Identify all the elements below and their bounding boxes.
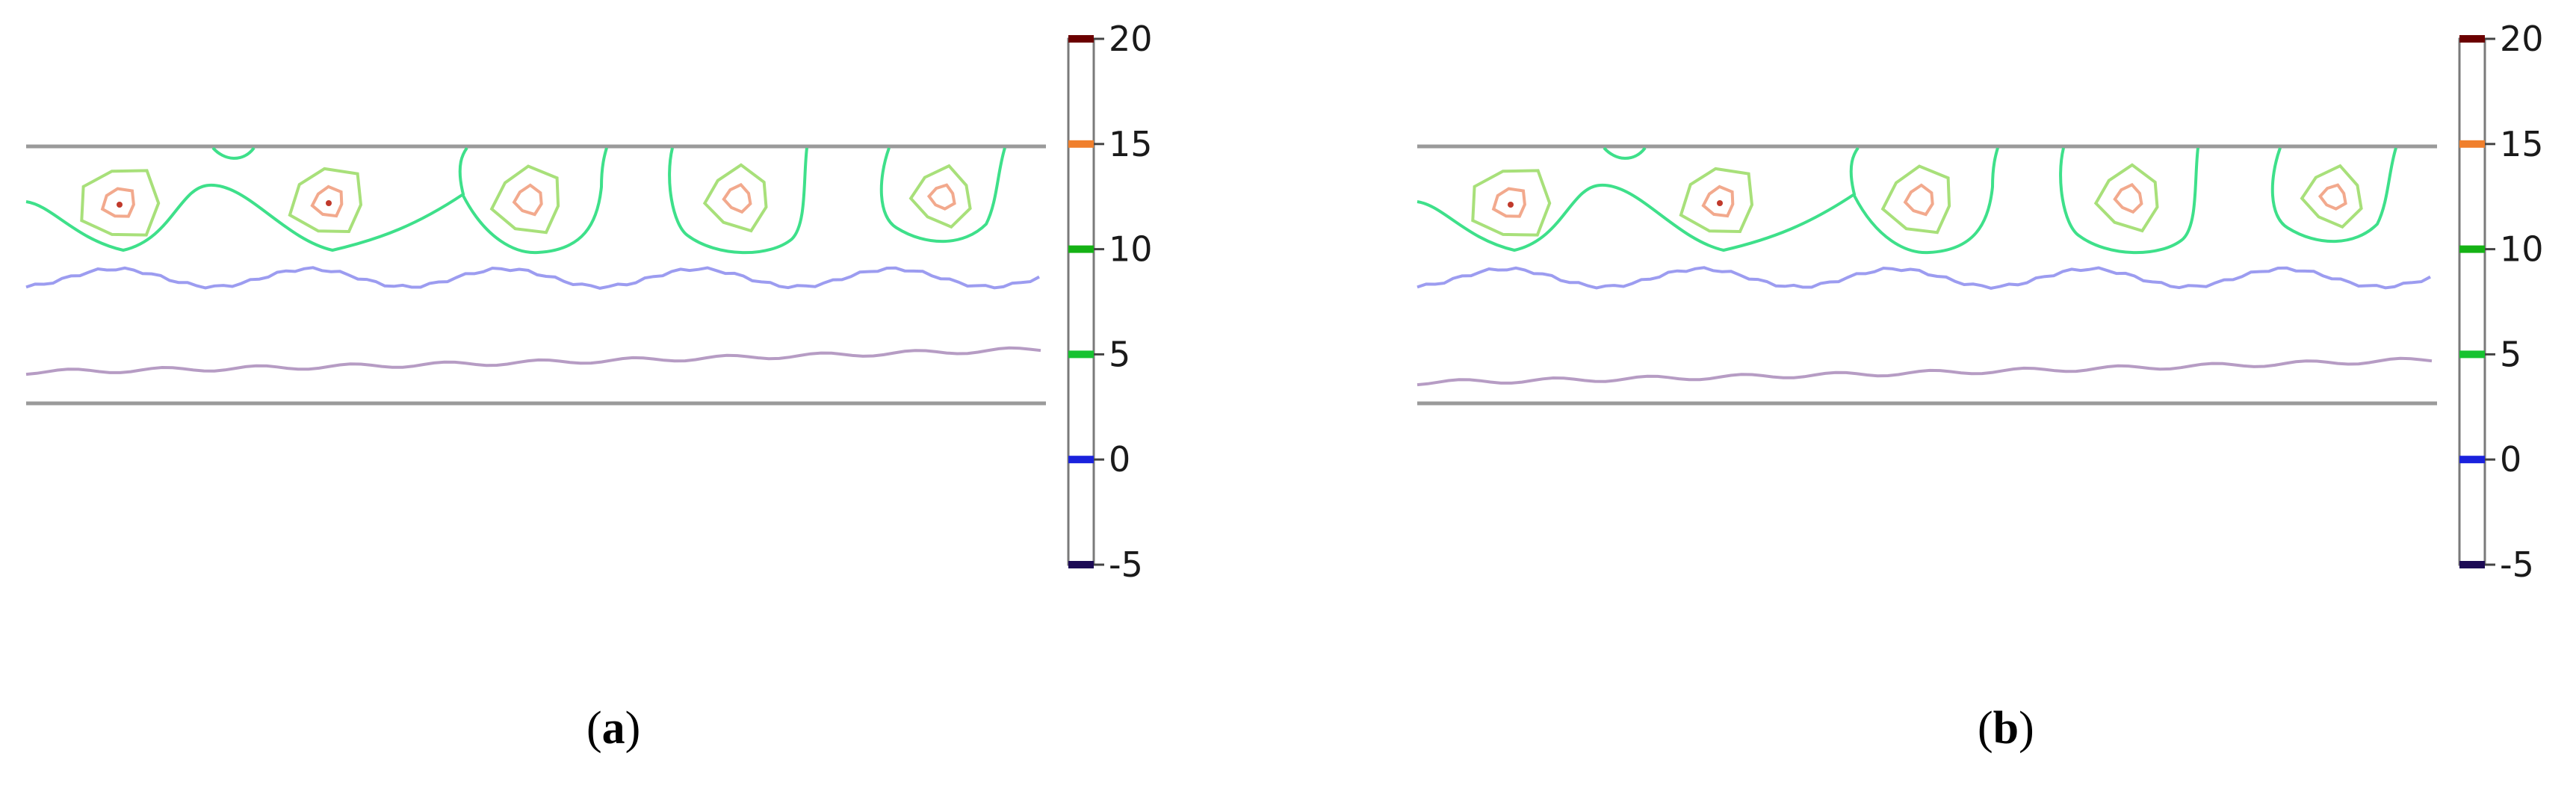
- contour-level-15: [926, 183, 956, 211]
- panel-letter-b: b: [1993, 703, 2019, 754]
- contour-level-12: [80, 169, 161, 237]
- panel-caption-b: (b): [1978, 703, 2034, 754]
- contour-level-12: [702, 163, 768, 233]
- panel-caption-a: (a): [586, 703, 641, 754]
- colorbar-swatch: [2459, 561, 2485, 568]
- colorbar-tick-label: -5: [1109, 545, 1143, 585]
- colorbar-swatch: [1068, 350, 1094, 359]
- colorbar-swatch: [1068, 561, 1094, 568]
- contour-level-15: [1701, 184, 1735, 218]
- colorbar-tick-label: 0: [1109, 439, 1130, 480]
- vortex-core: [117, 202, 123, 208]
- colorbar-tick-label: 5: [1109, 334, 1130, 374]
- contour-level-15: [100, 187, 135, 218]
- contour-level-12: [1880, 164, 1951, 235]
- contour-level-5: [25, 346, 1041, 376]
- contour-level-15: [310, 184, 344, 218]
- contour-level-12: [288, 167, 363, 234]
- colorbar-swatch: [2459, 350, 2485, 359]
- contour-level-15: [2318, 183, 2347, 211]
- colorbar-swatch: [2459, 35, 2485, 43]
- contour-level-15: [512, 183, 543, 217]
- contour-level-15: [1491, 187, 1526, 218]
- colorbar-swatch: [2459, 456, 2485, 464]
- colorbar-tick-label: 20: [1109, 19, 1153, 59]
- colorbar-tick-label: 20: [2500, 19, 2544, 59]
- colorbar-swatch: [1068, 35, 1094, 43]
- vortex-core: [1717, 200, 1723, 206]
- contour-level-12: [489, 164, 560, 235]
- contour-level-5: [1417, 356, 2433, 387]
- vortex-core: [326, 200, 332, 206]
- contour-level-12: [908, 164, 972, 229]
- contour-level-10: [1417, 146, 2397, 255]
- colorbar-swatch: [1068, 245, 1094, 253]
- panel-letter-a: a: [601, 703, 625, 754]
- contour-level-15: [1903, 183, 1934, 217]
- contour-level-8: [1417, 266, 2431, 290]
- colorbar-swatch: [2459, 140, 2485, 148]
- colorbar: [2458, 37, 2486, 566]
- colorbar-tick-label: -5: [2500, 545, 2534, 585]
- panel-a: 20 15 10 5 0 -5 (a): [25, 19, 1153, 754]
- colorbar-swatch: [2459, 245, 2485, 253]
- contour-plot-a: 20 15 10 5 0 -5: [25, 19, 1153, 585]
- contour-level-15: [2113, 182, 2143, 214]
- colorbar-tick-label: 0: [2500, 439, 2521, 480]
- contour-level-10-notch: [211, 146, 256, 160]
- vortex-core: [1508, 202, 1514, 208]
- contour-level-8: [25, 266, 1040, 290]
- colorbar-tick-label: 15: [1109, 124, 1153, 164]
- colorbar-tick-label: 10: [1109, 229, 1153, 270]
- contour-level-10: [25, 146, 1006, 255]
- colorbar-tick-label: 5: [2500, 334, 2521, 374]
- contour-level-10-notch: [1603, 146, 1647, 160]
- contour-level-12: [2093, 163, 2159, 233]
- panel-b: 20 15 10 5 0 -5 (b): [1391, 0, 2576, 791]
- contour-level-15: [722, 182, 752, 214]
- colorbar: [1067, 37, 1095, 566]
- contour-level-12: [1471, 169, 1552, 237]
- contour-level-12: [2300, 164, 2363, 229]
- contour-level-12: [1679, 167, 1754, 234]
- colorbar-tick-label: 10: [2500, 229, 2544, 270]
- colorbar-tick-label: 15: [2500, 124, 2544, 164]
- colorbar-swatch: [1068, 456, 1094, 464]
- contour-plot-b: 20 15 10 5 0 -5: [1417, 19, 2544, 585]
- colorbar-swatch: [1068, 140, 1094, 148]
